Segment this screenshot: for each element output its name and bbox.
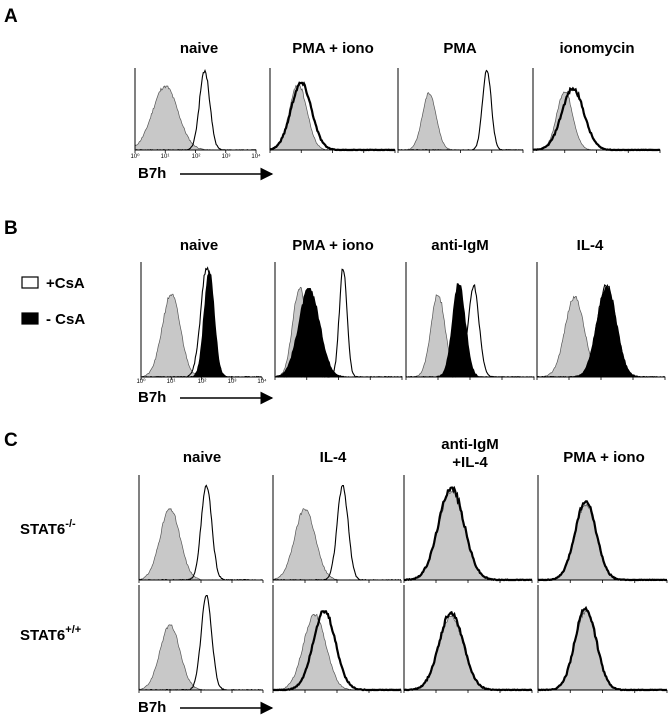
panel-c-plot-wt-il-4 — [272, 585, 402, 693]
panel-a-tick-4: 10⁴ — [251, 153, 261, 160]
panel-b-tick-3: 10³ — [228, 379, 237, 385]
panel-b-x-label: B7h — [138, 389, 166, 406]
open-box-icon — [21, 276, 39, 289]
panel-c-x-label: B7h — [138, 699, 166, 716]
panel-b-tick-4: 10⁴ — [257, 378, 267, 385]
panel-c-plot-0-2-control-histogram — [404, 490, 533, 581]
panel-a-ticks: 10⁰ 10¹ 10² 10³ 10⁴ — [130, 153, 261, 160]
panel-c-plot-1-2-control-histogram — [403, 616, 532, 691]
panel-c-plot-ko-naive — [138, 475, 264, 583]
panel-a-plot-2-control-histogram — [397, 92, 524, 151]
panel-b-plot-il-4 — [536, 262, 666, 380]
panel-a-plot-naive — [134, 68, 257, 153]
panel-c-plot-ko-il-4 — [272, 475, 402, 583]
panel-a-title-1: naive — [180, 40, 218, 57]
panel-b-tick-0: 10⁰ — [136, 378, 146, 385]
panel-a-tick-1: 10¹ — [161, 154, 170, 160]
panel-a-plot-3-sample-histogram — [533, 86, 661, 152]
panel-b-plot-anti-igm — [405, 262, 535, 380]
panel-b-plot-pma-iono — [274, 262, 403, 380]
panel-b-title-2: PMA + iono — [292, 237, 374, 254]
panel-c-title-1: naive — [183, 449, 221, 466]
panel-b-letter: B — [4, 218, 18, 239]
panel-c-plot-1-3-control-histogram — [538, 610, 668, 691]
panel-c-title-4: PMA + iono — [563, 449, 645, 466]
panel-a-title-4: ionomycin — [559, 40, 634, 57]
row-label-stat6-ko-base: STAT6 — [20, 521, 65, 538]
panel-c-plot-wt-pma-iono — [537, 585, 668, 693]
panel-b-plot-naive — [140, 262, 263, 380]
legend-label-plus-csa: +CsA — [46, 275, 85, 292]
panel-b-legend: +CsA - CsA — [21, 275, 85, 328]
panel-a-plot-3-control-histogram — [533, 91, 661, 151]
panel-c: C naive IL-4 anti-IgM +IL-4 PMA + iono S… — [4, 430, 668, 716]
panel-b-title-3: anti-IgM — [431, 237, 489, 254]
row-label-stat6-wt-base: STAT6 — [20, 627, 65, 644]
panel-c-plot-0-3-control-histogram — [538, 503, 667, 581]
panel-c-title-2: IL-4 — [320, 449, 347, 466]
panel-c-title-3-line2: +IL-4 — [452, 454, 488, 471]
panel-a-title-3: PMA — [443, 40, 477, 57]
panel-b-ticks: 10⁰ 10¹ 10² 10³ 10⁴ — [136, 378, 267, 385]
row-label-stat6-wt-sup: +/+ — [65, 624, 81, 636]
panel-a: A naive PMA + iono PMA ionomycin 10⁰ 10¹… — [4, 6, 661, 182]
panel-a-x-label: B7h — [138, 165, 166, 182]
panel-b-title-4: IL-4 — [577, 237, 604, 254]
panel-c-plot-wt-anti-igm-il-4 — [403, 585, 533, 693]
filled-box-icon — [21, 312, 39, 325]
legend-label-minus-csa: - CsA — [46, 311, 85, 328]
panel-a-plot-2-sample-histogram — [397, 69, 524, 151]
panel-b: B naive PMA + iono anti-IgM IL-4 +CsA - … — [4, 218, 666, 406]
panel-a-plot-pma — [397, 68, 524, 153]
panel-c-plot-wt-naive — [138, 585, 264, 693]
panel-b-tick-1: 10¹ — [167, 379, 176, 385]
panel-c-plot-1-1-sample-histogram — [273, 610, 402, 692]
panel-a-tick-3: 10³ — [222, 154, 231, 160]
panel-c-plot-ko-pma-iono — [537, 475, 668, 583]
panel-c-title-3: anti-IgM — [441, 436, 499, 453]
row-label-stat6-ko-sup: -/- — [65, 518, 76, 530]
panel-c-letter: C — [4, 430, 18, 451]
panel-a-plot-0-control-histogram — [134, 85, 257, 151]
panel-b-tick-2: 10² — [198, 379, 207, 385]
row-label-stat6-wt: STAT6+/+ — [20, 624, 81, 644]
panel-a-title-2: PMA + iono — [292, 40, 374, 57]
panel-b-title-1: naive — [180, 237, 218, 254]
panel-a-tick-0: 10⁰ — [130, 153, 140, 160]
panel-a-plot-ionomycin — [532, 68, 661, 153]
panel-c-plot-ko-anti-igm-il-4 — [403, 475, 533, 583]
panel-a-tick-2: 10² — [192, 154, 201, 160]
row-label-stat6-ko: STAT6-/- — [20, 518, 76, 538]
panel-a-plot-pma-iono — [269, 68, 396, 153]
panel-a-letter: A — [4, 6, 18, 27]
